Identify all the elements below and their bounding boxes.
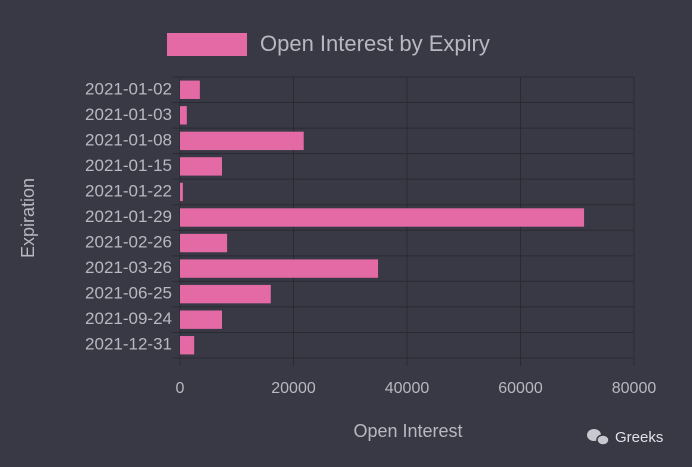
x-tick-label: 20000 (271, 380, 316, 397)
bar (180, 80, 200, 99)
y-tick-label: 2021-12-31 (85, 335, 172, 354)
y-tick-label: 2021-01-02 (85, 79, 172, 98)
y-tick-label: 2021-01-29 (85, 207, 172, 226)
bar (180, 284, 271, 304)
legend-swatch (167, 33, 247, 56)
watermark-text: Greeks (615, 429, 663, 446)
bar (180, 182, 183, 202)
x-tick-label: 0 (176, 380, 185, 397)
y-axis-label: Expiration (18, 178, 38, 258)
y-tick-label: 2021-02-26 (85, 233, 172, 252)
bar (180, 208, 585, 227)
bar (180, 131, 304, 151)
y-tick-label: 2021-01-22 (85, 181, 172, 200)
bar (180, 310, 222, 329)
legend-label: Open Interest by Expiry (260, 31, 490, 56)
y-tick-label: 2021-06-25 (85, 284, 172, 303)
x-tick-label: 80000 (612, 380, 657, 397)
y-tick-label: 2021-01-15 (85, 156, 172, 175)
bar (180, 233, 228, 253)
x-tick-label: 40000 (385, 380, 430, 397)
y-tick-label: 2021-09-24 (85, 309, 172, 328)
bar (180, 336, 195, 355)
x-tick-label: 60000 (498, 380, 543, 397)
bar (180, 106, 187, 125)
watermark-icon (587, 429, 610, 446)
y-tick-label: 2021-01-08 (85, 130, 172, 149)
y-tick-label: 2021-01-03 (85, 105, 172, 124)
bar (180, 259, 379, 278)
bar (180, 157, 222, 176)
x-axis-label: Open Interest (353, 421, 462, 441)
y-tick-label: 2021-03-26 (85, 258, 172, 277)
